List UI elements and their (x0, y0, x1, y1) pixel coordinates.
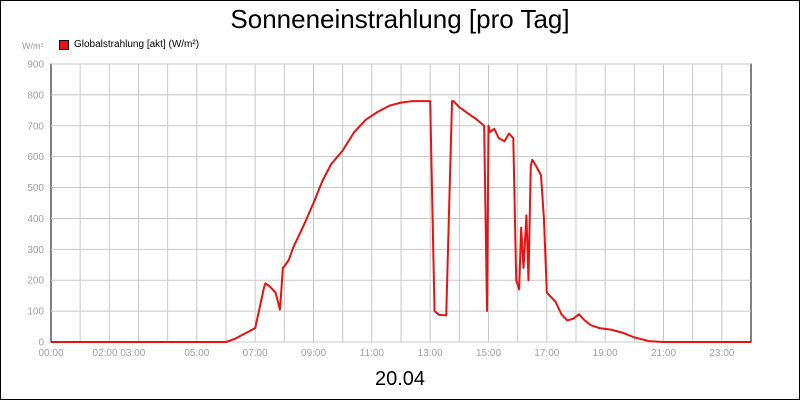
x-tick-label: 05:00 (184, 348, 209, 359)
series-line-globalstrahlung (51, 100, 751, 343)
y-tick-label: 900 (27, 60, 44, 71)
x-tick-label: 11:00 (360, 348, 385, 359)
chart-title: Sonneneinstrahlung [pro Tag] (230, 4, 570, 34)
y-tick-label: 400 (27, 214, 44, 225)
x-tick-label: 13:00 (418, 348, 443, 359)
y-tick-label: 300 (27, 245, 44, 256)
x-tick-label: 21:00 (651, 348, 676, 359)
legend-swatch (59, 39, 69, 50)
y-tick-label: 100 (27, 307, 44, 318)
x-axis-ticks: 00:00 02:00 03:00 05:00 07:00 09:00 11:00 13:0… (38, 348, 734, 359)
y-tick-label: 700 (27, 121, 44, 132)
y-tick-label: 200 (27, 276, 44, 287)
y-tick-label: 500 (27, 183, 44, 194)
x-tick-label: 17:00 (534, 348, 559, 359)
x-tick-label: 07:00 (243, 348, 268, 359)
x-tick-label: 15:00 (476, 348, 501, 359)
y-tick-label: 600 (27, 152, 44, 163)
y-tick-label: 0 (38, 338, 44, 349)
y-axis-unit-label: W/m² (22, 41, 44, 51)
legend-label: Globalstrahlung [akt] (W/m²) (74, 39, 200, 50)
x-tick-label: 19:00 (593, 348, 618, 359)
grid (51, 63, 751, 343)
y-axis-ticks: 0 100 200 300 400 500 600 700 800 900 (27, 60, 44, 349)
legend: Globalstrahlung [akt] (W/m²) (59, 39, 199, 50)
x-tick-label: 09:00 (301, 348, 326, 359)
x-tick-label: 02:00 03:00 (93, 348, 146, 359)
date-label: 20.04 (374, 368, 426, 390)
y-tick-label: 800 (27, 90, 44, 101)
x-tick-label: 00:00 (38, 348, 63, 359)
x-tick-label: 23:00 (709, 348, 734, 359)
